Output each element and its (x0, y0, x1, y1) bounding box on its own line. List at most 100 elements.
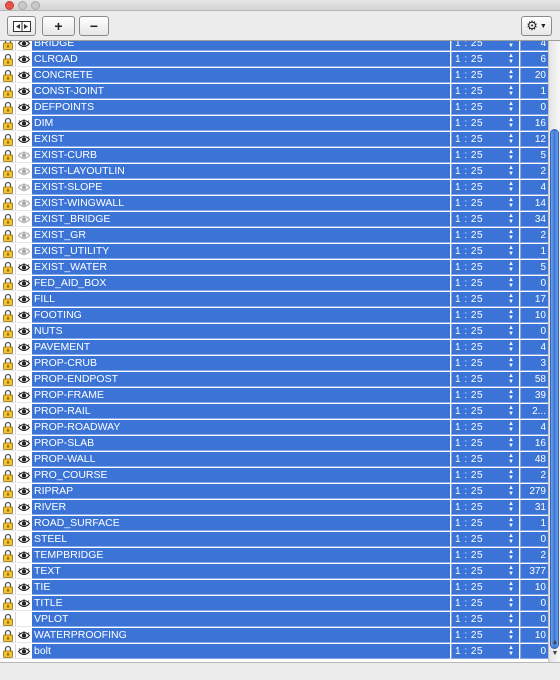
layer-scale-select[interactable]: 1 : 25 (451, 484, 519, 499)
lock-toggle[interactable] (0, 516, 16, 531)
visibility-toggle[interactable] (16, 452, 32, 467)
lock-icon[interactable] (3, 245, 13, 258)
layer-name[interactable]: EXIST-LAYOUTLIN (32, 164, 450, 179)
scale-stepper-icon[interactable]: ▲▼ (508, 229, 514, 241)
layer-scale-select[interactable]: 1 : 25 (451, 500, 519, 515)
add-layer-button[interactable]: + (42, 16, 75, 36)
scale-stepper-icon[interactable]: ▲▼ (508, 149, 514, 161)
lock-toggle[interactable] (0, 372, 16, 387)
scale-stepper-icon[interactable]: ▲▼ (508, 325, 514, 337)
layer-row[interactable]: EXIST-CURB 1 : 25 ▲ ▼ 5 (0, 148, 548, 164)
lock-toggle[interactable] (0, 580, 16, 595)
layer-scale-select[interactable]: 1 : 25 (451, 148, 519, 163)
layer-row[interactable]: EXIST-SLOPE 1 : 25 ▲ ▼ 4 (0, 180, 548, 196)
layer-row[interactable]: WATERPROOFING 1 : 25 ▲ ▼ 10 (0, 628, 548, 644)
lock-icon[interactable] (3, 437, 13, 450)
scale-stepper-icon[interactable]: ▲▼ (508, 613, 514, 625)
lock-icon[interactable] (3, 277, 13, 290)
layer-scale-select[interactable]: 1 : 25 (451, 292, 519, 307)
scale-stepper-icon[interactable]: ▲▼ (508, 533, 514, 545)
layer-name[interactable]: CONST-JOINT (32, 84, 450, 99)
layer-scale-select[interactable]: 1 : 25 (451, 420, 519, 435)
visibility-toggle[interactable] (16, 388, 32, 403)
visibility-toggle[interactable] (16, 116, 32, 131)
layer-scale-select[interactable]: 1 : 25 (451, 372, 519, 387)
lock-icon[interactable] (3, 629, 13, 642)
lock-icon[interactable] (3, 469, 13, 482)
lock-icon[interactable] (3, 565, 13, 578)
scrollbar-thumb[interactable] (550, 129, 559, 649)
visibility-toggle[interactable] (16, 628, 32, 643)
lock-toggle[interactable] (0, 196, 16, 211)
layer-row[interactable]: NUTS 1 : 25 ▲ ▼ 0 (0, 324, 548, 340)
layer-scale-select[interactable]: 1 : 25 (451, 244, 519, 259)
scale-stepper-icon[interactable]: ▲▼ (508, 293, 514, 305)
visibility-toggle[interactable] (16, 404, 32, 419)
visibility-toggle[interactable] (16, 212, 32, 227)
scale-stepper-icon[interactable]: ▲▼ (508, 53, 514, 65)
layer-scale-select[interactable]: 1 : 25 (451, 100, 519, 115)
layer-name[interactable]: EXIST_WATER (32, 260, 450, 275)
lock-toggle[interactable] (0, 132, 16, 147)
layer-name[interactable]: DEFPOINTS (32, 100, 450, 115)
layer-row[interactable]: TIE 1 : 25 ▲ ▼ 10 (0, 580, 548, 596)
visibility-toggle[interactable] (16, 100, 32, 115)
scale-stepper-icon[interactable]: ▲▼ (508, 213, 514, 225)
layer-scale-select[interactable]: 1 : 25 (451, 356, 519, 371)
lock-toggle[interactable] (0, 340, 16, 355)
scale-stepper-icon[interactable]: ▲▼ (508, 41, 514, 49)
lock-icon[interactable] (3, 229, 13, 242)
visibility-toggle[interactable] (16, 340, 32, 355)
eye-icon[interactable] (18, 167, 30, 176)
eye-icon[interactable] (18, 599, 30, 608)
lock-icon[interactable] (3, 213, 13, 226)
visibility-toggle[interactable] (16, 500, 32, 515)
eye-icon[interactable] (18, 327, 30, 336)
lock-icon[interactable] (3, 389, 13, 402)
layer-scale-select[interactable]: 1 : 25 (451, 404, 519, 419)
layer-name[interactable]: TEXT (32, 564, 450, 579)
eye-icon[interactable] (18, 631, 30, 640)
layer-name[interactable]: EXIST_BRIDGE (32, 212, 450, 227)
layer-row[interactable]: DIM 1 : 25 ▲ ▼ 16 (0, 116, 548, 132)
lock-toggle[interactable] (0, 148, 16, 163)
eye-icon[interactable] (18, 263, 30, 272)
eye-icon[interactable] (18, 215, 30, 224)
scale-stepper-icon[interactable]: ▲▼ (508, 405, 514, 417)
minimize-window-button[interactable] (18, 1, 27, 10)
visibility-toggle[interactable] (16, 356, 32, 371)
lock-icon[interactable] (3, 41, 13, 50)
layer-scale-select[interactable]: 1 : 25 (451, 516, 519, 531)
scale-stepper-icon[interactable]: ▲▼ (508, 597, 514, 609)
lock-toggle[interactable] (0, 484, 16, 499)
eye-icon[interactable] (18, 407, 30, 416)
layer-name[interactable]: RIPRAP (32, 484, 450, 499)
layer-scale-select[interactable]: 1 : 25 (451, 180, 519, 195)
lock-icon[interactable] (3, 149, 13, 162)
lock-icon[interactable] (3, 117, 13, 130)
visibility-toggle[interactable] (16, 52, 32, 67)
lock-toggle[interactable] (0, 564, 16, 579)
toggle-panel-button[interactable] (7, 16, 36, 36)
scroll-up-arrow-icon[interactable]: ▲ (551, 639, 559, 646)
layer-scale-select[interactable]: 1 : 25 (451, 212, 519, 227)
eye-icon[interactable] (18, 647, 30, 656)
eye-icon[interactable] (18, 119, 30, 128)
visibility-toggle[interactable] (16, 580, 32, 595)
layer-name[interactable]: PAVEMENT (32, 340, 450, 355)
lock-toggle[interactable] (0, 628, 16, 643)
layer-row[interactable]: CONST-JOINT 1 : 25 ▲ ▼ 1 (0, 84, 548, 100)
layer-row[interactable]: PROP-ENDPOST 1 : 25 ▲ ▼ 58 (0, 372, 548, 388)
eye-icon[interactable] (18, 423, 30, 432)
layer-scale-select[interactable]: 1 : 25 (451, 132, 519, 147)
layer-scale-select[interactable]: 1 : 25 (451, 468, 519, 483)
eye-icon[interactable] (18, 151, 30, 160)
visibility-toggle[interactable] (16, 84, 32, 99)
scale-stepper-icon[interactable]: ▲▼ (508, 245, 514, 257)
eye-icon[interactable] (18, 455, 30, 464)
visibility-toggle[interactable] (16, 532, 32, 547)
visibility-toggle[interactable] (16, 260, 32, 275)
eye-icon[interactable] (18, 551, 30, 560)
eye-icon[interactable] (18, 279, 30, 288)
eye-icon[interactable] (18, 503, 30, 512)
